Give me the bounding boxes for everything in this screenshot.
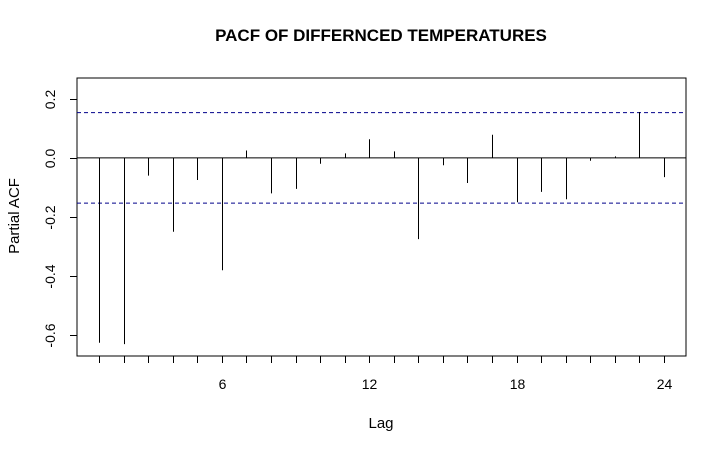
plot-frame xyxy=(76,77,687,357)
chart-title: PACF OF DIFFERNCED TEMPERATURES xyxy=(215,26,547,45)
y-tick-label-1: -0.4 xyxy=(42,264,58,288)
y-axis-label: Partial ACF xyxy=(6,178,23,254)
y-tick-label-3: 0.0 xyxy=(42,149,58,169)
y-tick-label-4: 0.2 xyxy=(42,90,58,110)
y-tick-label-0: -0.6 xyxy=(42,323,58,347)
chart-marks: 6 12 18 24 -0.6 -0.4 -0.2 0.0 0.2 xyxy=(42,90,686,392)
x-axis-label: Lag xyxy=(368,415,393,432)
x-tick-label-12: 12 xyxy=(362,376,378,392)
x-tick-label-6: 6 xyxy=(219,376,227,392)
x-tick-label-18: 18 xyxy=(510,376,526,392)
x-tick-label-24: 24 xyxy=(657,376,673,392)
y-tick-label-2: -0.2 xyxy=(42,205,58,229)
